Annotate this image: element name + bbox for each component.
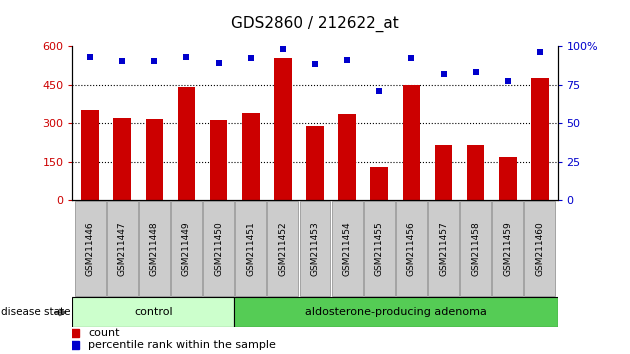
Point bbox=[117, 58, 127, 64]
Bar bbox=[178, 87, 195, 200]
Text: disease state: disease state bbox=[1, 307, 71, 318]
Text: GSM211456: GSM211456 bbox=[407, 221, 416, 276]
Text: GSM211446: GSM211446 bbox=[86, 221, 94, 276]
Text: GSM211458: GSM211458 bbox=[471, 221, 480, 276]
Bar bbox=[234, 297, 558, 327]
Point bbox=[85, 54, 95, 59]
Text: GSM211449: GSM211449 bbox=[182, 221, 191, 276]
Bar bbox=[171, 201, 202, 296]
Text: count: count bbox=[88, 327, 120, 338]
Bar bbox=[524, 201, 555, 296]
Point bbox=[278, 46, 288, 52]
Bar bbox=[403, 85, 420, 200]
Text: GSM211447: GSM211447 bbox=[118, 221, 127, 276]
Bar bbox=[81, 110, 99, 200]
Bar bbox=[370, 167, 388, 200]
Bar bbox=[338, 114, 356, 200]
Text: GSM211459: GSM211459 bbox=[503, 221, 512, 276]
Point bbox=[406, 56, 416, 61]
Point bbox=[246, 56, 256, 61]
Bar bbox=[139, 201, 170, 296]
Bar bbox=[467, 145, 484, 200]
Bar bbox=[72, 297, 234, 327]
Text: aldosterone-producing adenoma: aldosterone-producing adenoma bbox=[305, 307, 487, 318]
Point bbox=[374, 88, 384, 93]
Bar bbox=[531, 78, 549, 200]
Bar bbox=[236, 201, 266, 296]
Point bbox=[438, 71, 449, 76]
Text: GSM211457: GSM211457 bbox=[439, 221, 448, 276]
Bar bbox=[203, 201, 234, 296]
Bar bbox=[113, 118, 131, 200]
Point bbox=[310, 62, 320, 67]
Text: GSM211460: GSM211460 bbox=[536, 221, 544, 276]
Point bbox=[503, 79, 513, 84]
Text: GSM211448: GSM211448 bbox=[150, 221, 159, 276]
Bar bbox=[364, 201, 394, 296]
Point bbox=[471, 69, 481, 75]
Bar bbox=[210, 120, 227, 200]
Bar bbox=[396, 201, 427, 296]
Bar bbox=[332, 201, 362, 296]
Point bbox=[181, 54, 192, 59]
Point bbox=[214, 60, 224, 66]
Bar bbox=[492, 201, 523, 296]
Bar bbox=[75, 201, 106, 296]
Bar bbox=[428, 201, 459, 296]
Text: GSM211452: GSM211452 bbox=[278, 221, 287, 276]
Text: control: control bbox=[134, 307, 173, 318]
Point bbox=[535, 49, 545, 55]
Bar bbox=[300, 201, 330, 296]
Bar bbox=[242, 113, 260, 200]
Text: percentile rank within the sample: percentile rank within the sample bbox=[88, 340, 277, 350]
Bar bbox=[274, 58, 292, 200]
Bar bbox=[146, 119, 163, 200]
Text: GSM211454: GSM211454 bbox=[343, 221, 352, 276]
Text: GSM211455: GSM211455 bbox=[375, 221, 384, 276]
Bar bbox=[306, 126, 324, 200]
Bar bbox=[268, 201, 298, 296]
Bar bbox=[107, 201, 138, 296]
Text: GSM211451: GSM211451 bbox=[246, 221, 255, 276]
Bar bbox=[435, 145, 452, 200]
Point bbox=[149, 58, 159, 64]
Bar bbox=[460, 201, 491, 296]
Text: GSM211450: GSM211450 bbox=[214, 221, 223, 276]
Text: GSM211453: GSM211453 bbox=[311, 221, 319, 276]
Bar bbox=[499, 157, 517, 200]
Point bbox=[342, 57, 352, 63]
Text: GDS2860 / 212622_at: GDS2860 / 212622_at bbox=[231, 16, 399, 32]
